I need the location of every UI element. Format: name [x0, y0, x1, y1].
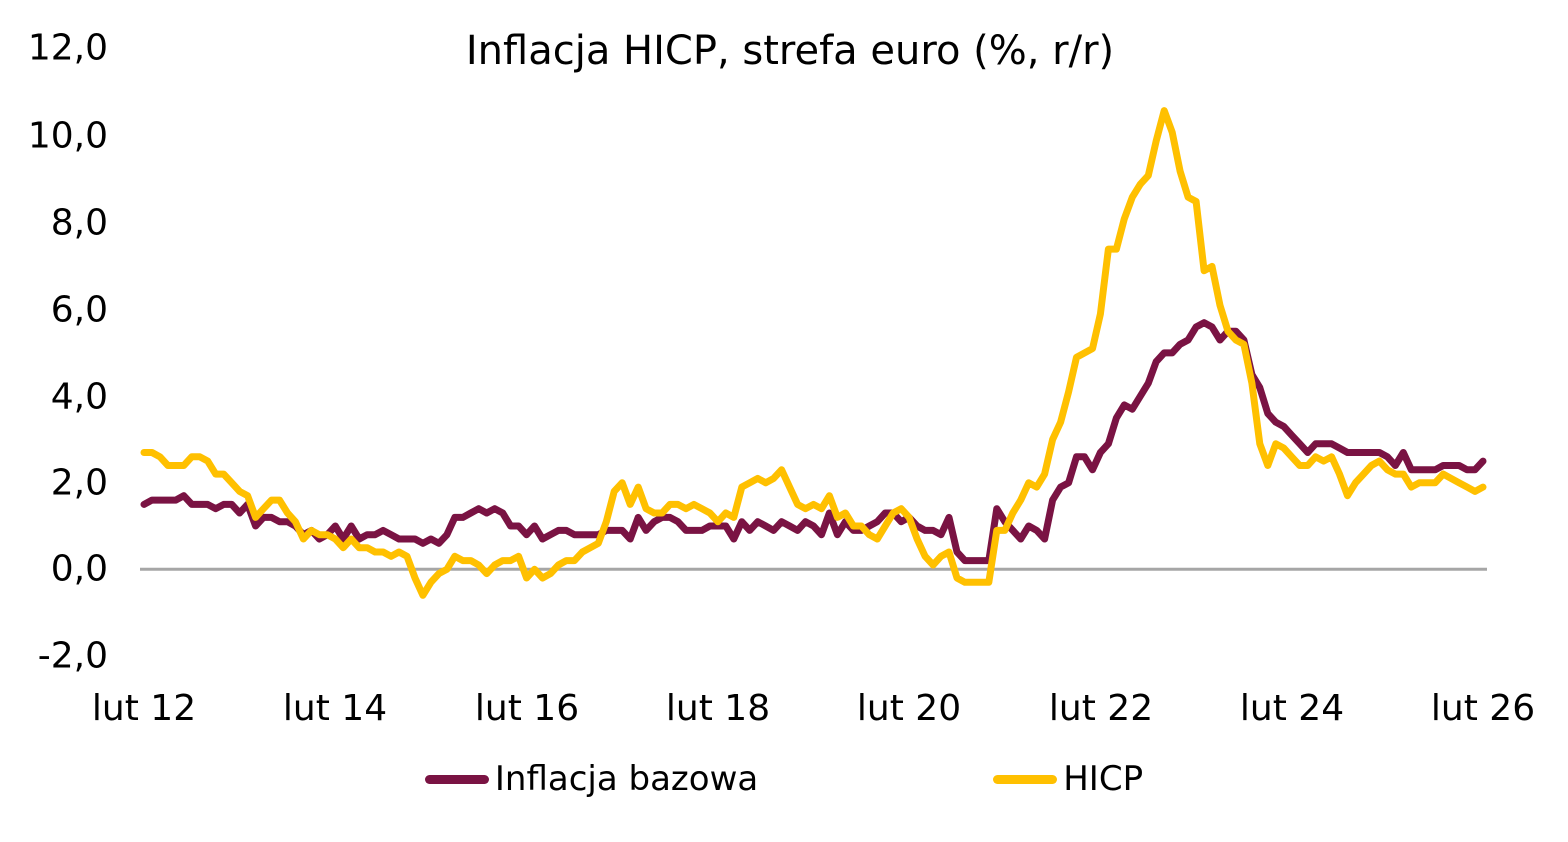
- hicp-line-swatch-icon: [993, 774, 1058, 784]
- y-axis-tick-label: 8,0: [50, 202, 108, 244]
- core-line-swatch-icon: [424, 774, 489, 784]
- chart-title: Inflacja HICP, strefa euro (%, r/r): [465, 28, 1115, 74]
- x-axis-tick-label: lut 12: [91, 688, 197, 729]
- legend-item-hicp: HICP: [993, 759, 1143, 799]
- hicp-line: [140, 107, 1487, 599]
- legend-item-core: Inflacja bazowa: [424, 759, 759, 799]
- y-axis-tick-label: 4,0: [50, 376, 108, 418]
- x-axis-tick-label: lut 24: [1239, 688, 1345, 729]
- y-axis-tick-label: -2,0: [37, 635, 108, 677]
- legend-label-core: Inflacja bazowa: [494, 759, 759, 799]
- x-axis-tick-label: lut 16: [474, 688, 580, 729]
- x-axis-tick-label: lut 14: [282, 688, 388, 729]
- core-inflation-line: [140, 319, 1487, 565]
- x-axis-tick-label: lut 20: [856, 688, 962, 729]
- legend-label-hicp: HICP: [1063, 759, 1144, 799]
- chart-legend: Inflacja bazowa HICP: [0, 756, 1568, 802]
- y-axis-tick-label: 2,0: [50, 462, 108, 504]
- x-axis-tick-label: lut 22: [1048, 688, 1154, 729]
- y-axis-tick-label: 10,0: [27, 115, 108, 157]
- y-axis-tick-label: 0,0: [50, 548, 108, 590]
- y-axis-tick-label: 12,0: [27, 27, 108, 69]
- y-axis-tick-label: 6,0: [50, 289, 108, 331]
- x-axis-tick-label: lut 26: [1430, 688, 1536, 729]
- x-axis-tick-label: lut 18: [665, 688, 771, 729]
